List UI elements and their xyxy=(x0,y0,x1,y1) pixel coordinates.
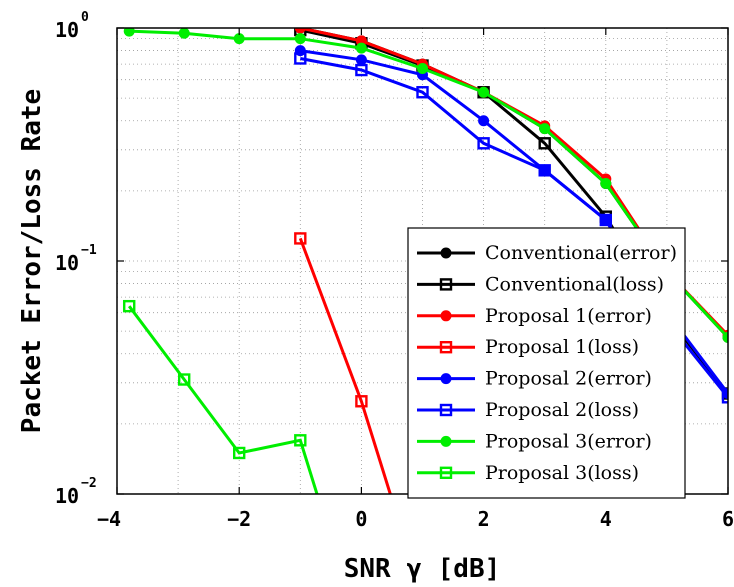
x-axis-label: SNR γ [dB] xyxy=(344,554,501,584)
y-tick-exponent: −1 xyxy=(81,243,97,258)
data-point xyxy=(233,33,245,45)
legend-marker xyxy=(439,466,453,479)
data-point xyxy=(178,373,191,386)
legend-item: Conventional(loss) xyxy=(417,273,664,295)
y-tick-label: 10 xyxy=(55,251,79,275)
data-point xyxy=(232,446,246,460)
x-tick-label: 6 xyxy=(722,507,734,531)
legend-label: Proposal 2(loss) xyxy=(485,399,639,421)
series-group xyxy=(123,28,728,494)
data-point xyxy=(538,164,551,177)
legend-label: Proposal 2(error) xyxy=(485,368,652,390)
legend-label: Proposal 1(loss) xyxy=(485,336,639,358)
data-point xyxy=(355,42,367,54)
legend-item: Proposal 3(loss) xyxy=(417,462,639,484)
data-point xyxy=(178,28,190,39)
legend-marker xyxy=(440,373,452,385)
legend-label: Proposal 3(loss) xyxy=(485,462,639,484)
x-tick-label: −4 xyxy=(97,507,121,531)
legend-marker xyxy=(440,310,452,322)
data-point xyxy=(123,299,136,313)
x-tick-label: 0 xyxy=(355,507,367,531)
data-point xyxy=(478,86,490,98)
data-point xyxy=(294,52,307,65)
x-tick-label: −2 xyxy=(227,507,251,531)
legend-marker xyxy=(439,278,453,291)
legend-item: Conventional(error) xyxy=(417,242,677,264)
legend-label: Conventional(error) xyxy=(485,242,677,264)
legend-marker xyxy=(440,247,452,259)
x-tick-label: 4 xyxy=(600,507,612,531)
data-point xyxy=(355,54,367,66)
y-tick-label: 10 xyxy=(55,18,79,42)
data-point xyxy=(599,213,612,227)
y-tick-label: 10 xyxy=(55,484,79,508)
legend-marker xyxy=(439,403,453,417)
legend-marker xyxy=(439,341,453,354)
legend: Conventional(error) Conventional(loss) Pro… xyxy=(407,227,686,499)
data-point xyxy=(294,28,306,34)
legend-label: Conventional(loss) xyxy=(485,273,664,295)
data-point xyxy=(416,86,429,99)
y-tick-exponent: −2 xyxy=(81,476,97,491)
series-proposal-3-loss- xyxy=(123,299,319,494)
series-proposal-1-loss- xyxy=(294,232,392,494)
data-point xyxy=(294,33,306,45)
legend-item: Proposal 1(loss) xyxy=(417,336,639,358)
legend-item: Proposal 2(loss) xyxy=(417,399,639,421)
legend-item: Proposal 2(error) xyxy=(417,368,652,390)
legend-box xyxy=(407,227,686,499)
data-point xyxy=(123,28,135,37)
data-point xyxy=(417,63,428,75)
series-line xyxy=(298,237,392,494)
series-line xyxy=(128,305,319,494)
legend-item: Proposal 3(error) xyxy=(417,430,652,452)
legend-item: Proposal 1(error) xyxy=(417,305,652,327)
data-point xyxy=(355,395,368,408)
data-point xyxy=(722,331,728,343)
data-point xyxy=(294,232,307,245)
legend-label: Proposal 3(error) xyxy=(485,430,652,452)
data-point xyxy=(294,434,307,447)
data-point xyxy=(600,178,612,190)
y-tick-exponent: 0 xyxy=(81,10,89,25)
data-point xyxy=(355,63,368,77)
data-point xyxy=(721,391,728,404)
data-point xyxy=(478,115,490,127)
legend-marker xyxy=(440,435,452,447)
data-point xyxy=(538,137,551,150)
y-axis-label: Packet Error/Loss Rate xyxy=(17,89,47,433)
data-point xyxy=(539,123,551,135)
x-tick-label: 2 xyxy=(478,507,490,531)
legend-label: Proposal 1(error) xyxy=(485,305,652,327)
data-point xyxy=(477,137,490,150)
